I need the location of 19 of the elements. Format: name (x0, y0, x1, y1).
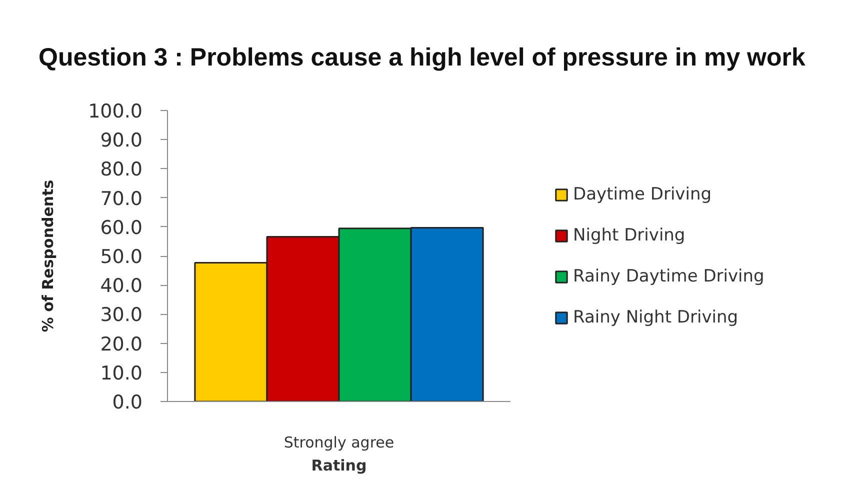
y-axis-title: % of Respondents (39, 180, 58, 332)
x-axis-title: Rating (311, 456, 367, 474)
y-tick-label: 60.0 (100, 216, 143, 239)
legend-label: Rainy Night Driving (573, 307, 738, 327)
legend-label: Rainy Daytime Driving (573, 266, 764, 286)
legend-label: Daytime Driving (573, 184, 712, 204)
x-tick-label: Strongly agree (284, 434, 394, 452)
y-tick-label: 20.0 (100, 333, 143, 356)
y-tick-label: 70.0 (100, 188, 143, 210)
y-tick-label: 30.0 (100, 304, 143, 326)
y-tick-label: 80.0 (100, 158, 143, 181)
y-tick-label: 50.0 (100, 246, 143, 268)
y-tick-label: 10.0 (100, 362, 143, 384)
legend-label: Night Driving (573, 225, 686, 245)
chart-title: Question 3 : Problems cause a high level of pressure in my work (38, 44, 806, 72)
y-tick-label: 0.0 (112, 392, 142, 414)
y-tick-label: 100.0 (88, 100, 143, 122)
y-tick-label: 90.0 (100, 130, 143, 152)
y-tick-label: 40.0 (100, 275, 143, 298)
